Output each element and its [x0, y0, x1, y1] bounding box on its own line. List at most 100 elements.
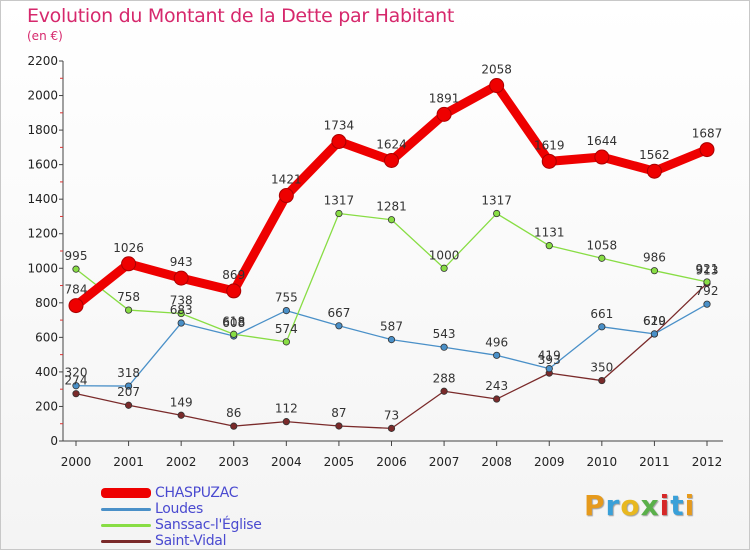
logo-letter: x: [640, 489, 660, 522]
data-label: 274: [65, 374, 88, 388]
x-tick-label: 2012: [692, 455, 723, 469]
data-point: [177, 411, 185, 419]
data-point: [124, 306, 133, 314]
logo-letter: r: [605, 489, 621, 522]
data-point: [282, 338, 290, 346]
data-point: [493, 395, 501, 403]
data-point: [598, 254, 606, 262]
data-label: 207: [117, 385, 140, 399]
data-label: 995: [65, 249, 88, 263]
y-tick-label: 800: [35, 296, 58, 310]
data-point: [278, 188, 294, 204]
data-point: [177, 319, 185, 327]
legend-swatch: [101, 523, 151, 527]
y-tick-label: 1800: [27, 123, 58, 137]
data-label: 73: [384, 408, 399, 422]
data-label: 943: [170, 255, 193, 269]
legend-item-chaspuzac: CHASPUZAC: [101, 485, 262, 501]
data-point: [387, 424, 396, 432]
logo-letter: P: [584, 489, 606, 522]
data-label: 87: [331, 406, 346, 420]
data-point: [646, 163, 662, 179]
data-label: 112: [275, 402, 298, 416]
data-label: 350: [590, 361, 613, 375]
data-label: 1619: [534, 138, 565, 152]
data-label: 1058: [587, 238, 618, 252]
data-point: [440, 387, 448, 395]
data-label: 921: [696, 262, 719, 276]
legend-item-saint-vidal: Saint-Vidal: [101, 533, 262, 549]
data-label: 619: [643, 314, 666, 328]
x-tick-label: 2004: [271, 455, 302, 469]
data-point: [493, 351, 501, 359]
data-point: [173, 270, 189, 286]
x-tick-label: 2001: [113, 455, 144, 469]
data-point: [493, 209, 501, 218]
logo-letter: o: [620, 489, 641, 522]
chart-subtitle: (en €): [27, 29, 63, 43]
proxiti-logo: Proxiti: [584, 489, 695, 522]
data-label: 755: [275, 291, 298, 305]
legend-label: CHASPUZAC: [155, 485, 239, 501]
data-label: 496: [485, 335, 508, 349]
y-tick-label: 1200: [27, 227, 58, 241]
data-point: [545, 242, 553, 250]
data-label: 618: [222, 314, 245, 328]
data-label: 1644: [587, 134, 618, 148]
legend: CHASPUZAC Loudes Sanssac-l'Église Saint-…: [101, 485, 262, 549]
chart-title: Evolution du Montant de la Dette par Hab…: [27, 5, 455, 27]
data-point: [541, 153, 557, 169]
data-point: [177, 309, 185, 318]
data-label: 869: [222, 268, 245, 282]
data-label: 1026: [113, 241, 144, 255]
data-label: 288: [433, 371, 456, 385]
y-tick-label: 400: [35, 365, 58, 379]
legend-label: Sanssac-l'Église: [155, 517, 262, 533]
data-label: 986: [643, 251, 666, 265]
data-point: [650, 330, 659, 338]
data-label: 318: [117, 366, 140, 380]
data-label: 1131: [534, 226, 565, 240]
legend-item-loudes: Loudes: [101, 501, 262, 517]
data-label: 393: [538, 353, 561, 367]
data-point: [124, 401, 133, 409]
data-point: [440, 343, 448, 351]
x-tick-label: 2008: [481, 455, 512, 469]
data-label: 543: [433, 327, 456, 341]
data-label: 86: [226, 406, 241, 420]
data-label: 243: [485, 379, 508, 393]
legend-item-sanssac: Sanssac-l'Église: [101, 517, 262, 533]
x-tick-label: 2002: [166, 455, 197, 469]
y-tick-label: 1600: [27, 158, 58, 172]
data-point: [489, 78, 505, 94]
data-point: [387, 336, 396, 344]
x-tick-label: 2006: [376, 455, 407, 469]
data-point: [545, 365, 553, 373]
data-point: [282, 306, 290, 315]
data-label: 1317: [481, 194, 512, 208]
legend-swatch: [101, 539, 151, 543]
data-point: [384, 152, 399, 168]
legend-swatch: [101, 488, 151, 498]
data-label: 1687: [692, 127, 723, 141]
data-point: [650, 267, 659, 275]
data-point: [335, 322, 343, 330]
data-label: 1624: [376, 137, 407, 151]
y-tick-label: 200: [35, 399, 58, 413]
y-tick-label: 1400: [27, 192, 58, 206]
data-point: [436, 106, 452, 122]
data-point: [121, 256, 137, 272]
legend-label: Saint-Vidal: [155, 533, 227, 549]
data-label: 683: [170, 303, 193, 317]
y-tick-label: 2000: [27, 89, 58, 103]
data-point: [72, 390, 80, 398]
data-label: 149: [170, 395, 193, 409]
data-point: [598, 376, 606, 385]
series-line: [71, 81, 712, 311]
data-label: 1281: [376, 200, 407, 214]
data-point: [72, 265, 80, 273]
data-label: 1317: [324, 194, 355, 208]
x-tick-label: 2000: [61, 455, 92, 469]
data-point: [230, 422, 238, 430]
